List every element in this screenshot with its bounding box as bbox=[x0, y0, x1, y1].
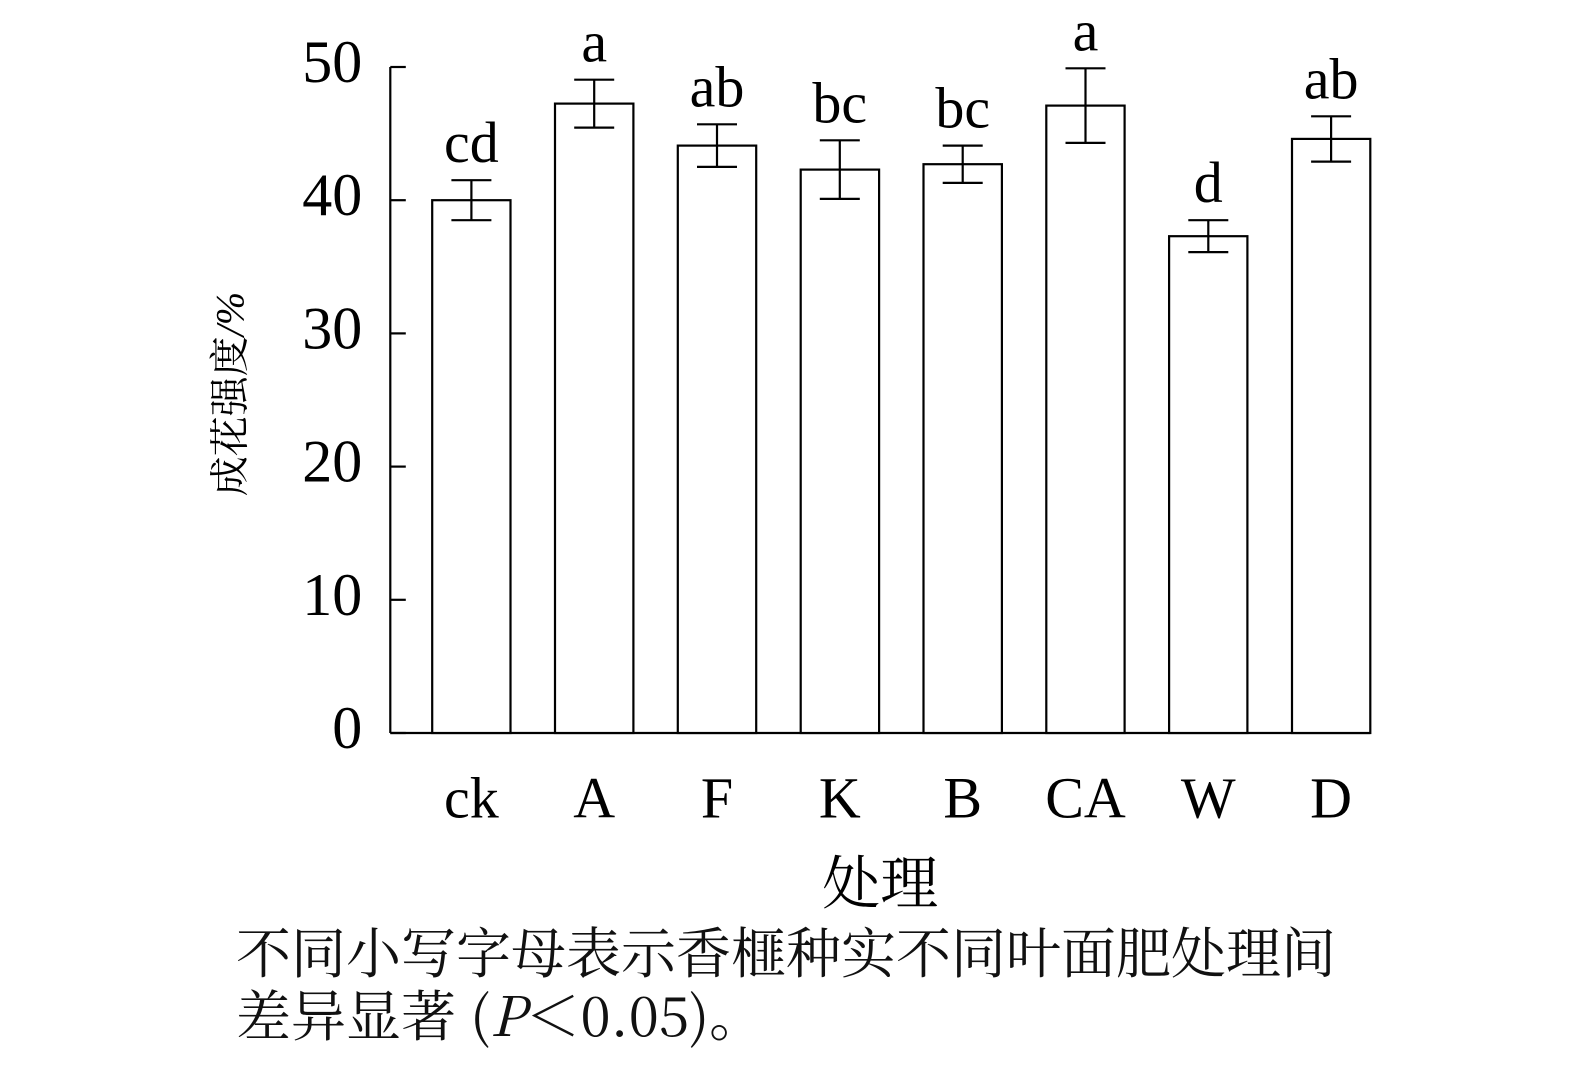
svg-text:a: a bbox=[1073, 0, 1099, 63]
svg-text:d: d bbox=[1194, 150, 1223, 215]
svg-text:A: A bbox=[573, 766, 615, 831]
svg-text:D: D bbox=[1310, 766, 1352, 831]
svg-text:F: F bbox=[701, 766, 733, 831]
svg-text:0: 0 bbox=[332, 695, 362, 761]
svg-text:30: 30 bbox=[302, 295, 362, 361]
svg-text:K: K bbox=[819, 766, 861, 831]
svg-text:处理: 处理 bbox=[822, 837, 938, 921]
svg-text:10: 10 bbox=[302, 562, 362, 628]
svg-text:ab: ab bbox=[1304, 46, 1359, 111]
svg-text:20: 20 bbox=[302, 429, 362, 495]
svg-text:50: 50 bbox=[302, 29, 362, 95]
svg-text:bc: bc bbox=[812, 70, 867, 135]
svg-text:cd: cd bbox=[444, 110, 499, 175]
svg-text:ck: ck bbox=[444, 766, 499, 831]
svg-text:40: 40 bbox=[302, 162, 362, 228]
svg-text:a: a bbox=[581, 10, 607, 75]
svg-text:ab: ab bbox=[690, 54, 745, 119]
svg-text:CA: CA bbox=[1045, 766, 1126, 831]
svg-text:W: W bbox=[1181, 766, 1236, 831]
svg-text:bc: bc bbox=[935, 76, 990, 141]
svg-text:B: B bbox=[943, 766, 982, 831]
